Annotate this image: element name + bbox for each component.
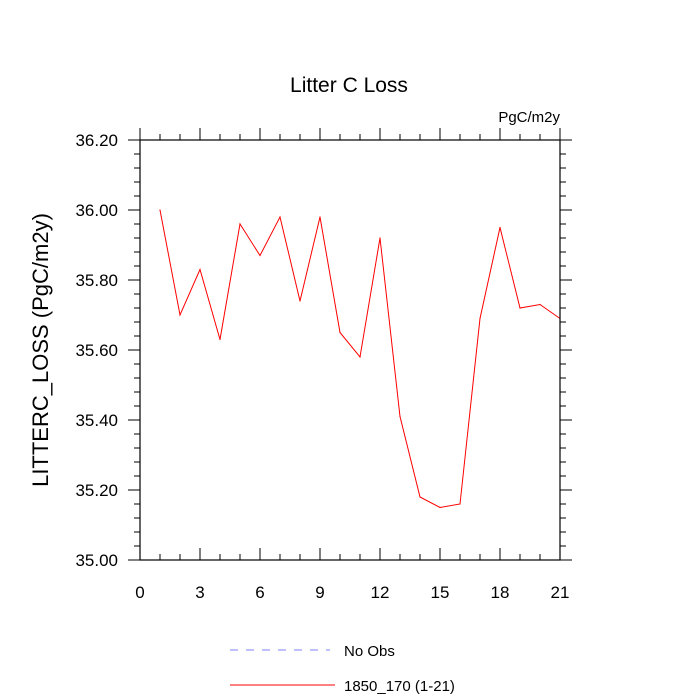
y-tick-label: 35.60 bbox=[75, 341, 118, 360]
x-tick-label: 9 bbox=[315, 583, 324, 602]
x-tick-label: 12 bbox=[371, 583, 390, 602]
y-tick-label: 35.80 bbox=[75, 271, 118, 290]
data-point bbox=[479, 317, 481, 320]
legend-label-no-obs: No Obs bbox=[344, 643, 395, 660]
legend: No Obs 1850_170 (1-21) bbox=[230, 643, 455, 695]
data-point bbox=[419, 496, 421, 498]
data-point bbox=[379, 237, 381, 239]
y-tick-label: 35.20 bbox=[75, 481, 118, 500]
data-point bbox=[319, 216, 321, 218]
series-layer bbox=[159, 209, 561, 509]
x-tick-label: 18 bbox=[491, 583, 510, 602]
plot-frame bbox=[139, 139, 561, 561]
data-point bbox=[219, 338, 221, 341]
y-tick-label: 36.00 bbox=[75, 201, 118, 220]
x-tick-label: 21 bbox=[551, 583, 570, 602]
data-point bbox=[279, 216, 281, 218]
x-tick-labels: 0 3 6 9 12 15 18 21 bbox=[135, 583, 569, 602]
data-point bbox=[499, 226, 501, 229]
data-point bbox=[179, 314, 181, 316]
data-point bbox=[359, 356, 361, 358]
y-axis-label: LITTERC_LOSS (PgC/m2y) bbox=[28, 213, 53, 487]
data-point bbox=[199, 268, 201, 271]
y-tick-label: 35.40 bbox=[75, 411, 118, 430]
x-tick-label: 3 bbox=[195, 583, 204, 602]
data-point bbox=[539, 303, 541, 306]
legend-label-series: 1850_170 (1-21) bbox=[344, 678, 455, 695]
y-tick-label: 36.20 bbox=[75, 131, 118, 150]
x-tick-label: 15 bbox=[431, 583, 450, 602]
data-point bbox=[459, 503, 461, 505]
y-tick-labels: 35.00 35.20 35.40 35.60 35.80 36.00 36.20 bbox=[75, 131, 118, 570]
data-point bbox=[399, 415, 401, 418]
x-tick-label: 6 bbox=[255, 583, 264, 602]
tick-marks bbox=[128, 128, 572, 561]
data-point bbox=[299, 300, 301, 302]
data-point bbox=[339, 331, 341, 334]
data-point bbox=[439, 506, 441, 509]
series-line-1 bbox=[159, 209, 561, 509]
y-tick-label: 35.00 bbox=[75, 551, 118, 570]
chart-title: Litter C Loss bbox=[290, 74, 408, 97]
data-point bbox=[239, 223, 241, 225]
data-point bbox=[159, 209, 161, 211]
data-point bbox=[259, 254, 261, 257]
data-point bbox=[519, 307, 521, 309]
x-tick-label: 0 bbox=[135, 583, 144, 602]
units-label: PgC/m2y bbox=[498, 109, 560, 126]
